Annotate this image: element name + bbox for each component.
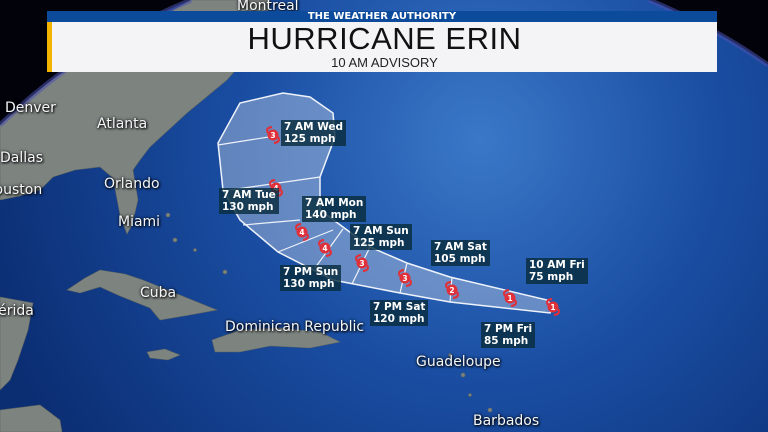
city-miami: Miami	[118, 214, 161, 230]
hurricane-category: 3	[402, 274, 407, 283]
hurricane-marker-icon: 3	[398, 268, 412, 288]
hurricane-category: 4	[322, 244, 327, 253]
forecast-label-7pm-sun: 7 PM Sun 130 mph	[280, 265, 342, 291]
land-hispaniola	[211, 327, 341, 353]
city-guadeloupe: Guadeloupe	[416, 354, 501, 370]
forecast-label-10am-fri: 10 AM Fri 75 mph	[526, 258, 588, 284]
hurricane-marker-icon: 3	[355, 253, 369, 273]
hurricane-marker-icon: 4	[295, 222, 309, 242]
hurricane-marker-icon: 4	[318, 238, 332, 258]
city-denver: Denver	[5, 100, 56, 116]
city-orlando: Orlando	[104, 176, 160, 192]
hurricane-category: 2	[449, 286, 454, 295]
city-dallas: Dallas	[0, 150, 44, 166]
hurricane-category: 1	[507, 294, 512, 303]
forecast-label-7am-mon: 7 AM Mon 140 mph	[302, 196, 367, 222]
forecast-label-7am-sun: 7 AM Sun 125 mph	[350, 224, 412, 250]
forecast-label-7am-tue: 7 AM Tue 130 mph	[219, 188, 279, 214]
forecast-label-7am-sat: 7 AM Sat 105 mph	[431, 240, 490, 266]
city-barbados: Barbados	[473, 413, 540, 429]
city-houston: Houston	[0, 182, 43, 198]
title-panel: HURRICANE ERIN 10 AM ADVISORY	[47, 22, 717, 72]
land-south-america	[0, 404, 63, 432]
hurricane-category: 4	[299, 228, 304, 237]
land-jamaica	[146, 348, 181, 361]
title-banner: THE WEATHER AUTHORITY HURRICANE ERIN 10 …	[47, 11, 717, 72]
hurricane-category: 3	[359, 259, 364, 268]
hurricane-category: 3	[270, 131, 275, 140]
brand-bar: THE WEATHER AUTHORITY	[47, 11, 717, 22]
city-montreal: Montreal	[237, 0, 299, 14]
city-dominican-republic: Dominican Republic	[225, 319, 365, 335]
hurricane-marker-icon: 3	[266, 125, 280, 145]
hurricane-marker-icon: 2	[445, 280, 459, 300]
land-cuba	[66, 269, 219, 321]
page-title: HURRICANE ERIN	[247, 21, 522, 56]
city-cuba: Cuba	[140, 285, 177, 301]
hurricane-marker-icon: 1	[546, 297, 560, 317]
forecast-label-7pm-fri: 7 PM Fri 85 mph	[481, 322, 536, 348]
land-yucatan	[0, 296, 34, 391]
hurricane-category: 1	[550, 303, 555, 312]
city-merida: Mérida	[0, 303, 34, 319]
advisory-subtitle: 10 AM ADVISORY	[331, 55, 438, 70]
forecast-label-7pm-sat: 7 PM Sat 120 mph	[370, 300, 429, 326]
hurricane-marker-icon: 1	[503, 288, 517, 308]
forecast-label-7am-wed: 7 AM Wed 125 mph	[281, 120, 347, 146]
city-atlanta: Atlanta	[97, 116, 148, 132]
